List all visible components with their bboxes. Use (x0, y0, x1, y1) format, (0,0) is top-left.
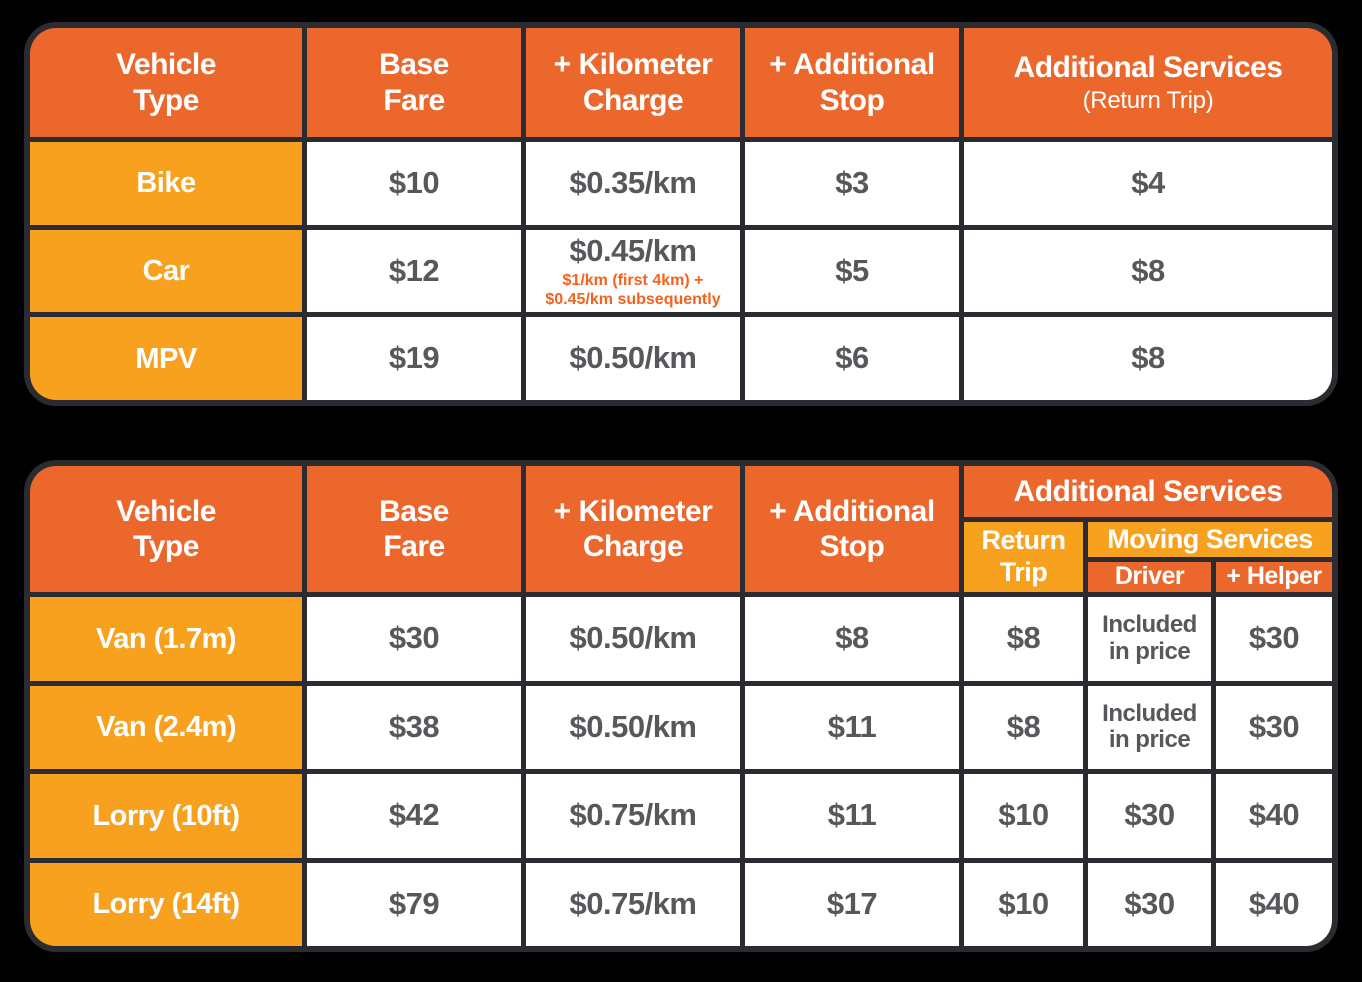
cell-van-1-7m-base-fare: $30 (307, 597, 521, 681)
header-additional-services: Additional Services (964, 466, 1332, 517)
cell-car-additional-stop: $5 (745, 229, 959, 313)
cell-lorry-14ft-base-fare: $79 (307, 862, 521, 946)
vans-lorries-table: Vehicle Type Base Fare + Kilometer Charg… (24, 460, 1338, 952)
header-vehicle-type: Vehicle Type (30, 466, 302, 592)
header-additional-stop: + Additional Stop (745, 466, 959, 592)
cell-mpv-base-fare: $19 (307, 317, 521, 400)
header-return-trip: Return Trip (964, 522, 1083, 592)
cell-van-1-7m-return-trip: $8 (964, 597, 1083, 681)
header-vehicle-type: Vehicle Type (30, 28, 302, 137)
cell-van-1-7m-driver: Included in price (1088, 597, 1211, 681)
cell-lorry-10ft-driver: $30 (1088, 774, 1211, 858)
header-base-fare: Base Fare (307, 28, 521, 137)
header-helper: + Helper (1216, 562, 1332, 592)
header-kilometer-charge: + Kilometer Charge (526, 466, 740, 592)
cell-lorry-14ft-additional-stop: $17 (745, 862, 959, 946)
cell-bike-additional-services: $4 (964, 142, 1332, 225)
row-label-mpv: MPV (30, 317, 302, 400)
cell-van-2-4m-km-charge: $0.50/km (526, 685, 740, 769)
row-label-van-2-4m: Van (2.4m) (30, 685, 302, 769)
row-label-lorry-14ft: Lorry (14ft) (30, 862, 302, 946)
cell-van-2-4m-additional-stop: $11 (745, 685, 959, 769)
cell-car-km-charge: $0.45/km $1/km (first 4km) + $0.45/km su… (526, 229, 740, 313)
header-moving-services: Moving Services (1088, 522, 1332, 557)
car-km-charge-note: $1/km (first 4km) + $0.45/km subsequentl… (545, 272, 721, 308)
cell-van-2-4m-base-fare: $38 (307, 685, 521, 769)
cell-car-base-fare: $12 (307, 229, 521, 313)
cell-van-1-7m-km-charge: $0.50/km (526, 597, 740, 681)
header-kilometer-charge: + Kilometer Charge (526, 28, 740, 137)
row-label-lorry-10ft: Lorry (10ft) (30, 774, 302, 858)
header-additional-services: Additional Services (Return Trip) (964, 28, 1332, 137)
cell-mpv-additional-stop: $6 (745, 317, 959, 400)
cell-van-1-7m-additional-stop: $8 (745, 597, 959, 681)
cell-lorry-10ft-return-trip: $10 (964, 774, 1083, 858)
cell-van-2-4m-return-trip: $8 (964, 685, 1083, 769)
cell-lorry-14ft-km-charge: $0.75/km (526, 862, 740, 946)
cell-van-2-4m-driver: Included in price (1088, 685, 1211, 769)
header-additional-stop: + Additional Stop (745, 28, 959, 137)
header-additional-services-title: Additional Services (1013, 50, 1283, 84)
cell-bike-km-charge: $0.35/km (526, 142, 740, 225)
cell-car-additional-services: $8 (964, 229, 1332, 313)
header-base-fare: Base Fare (307, 466, 521, 592)
cell-lorry-14ft-helper: $40 (1216, 862, 1332, 946)
cell-van-2-4m-helper: $30 (1216, 685, 1332, 769)
cell-mpv-km-charge: $0.50/km (526, 317, 740, 400)
cell-lorry-14ft-driver: $30 (1088, 862, 1211, 946)
row-label-bike: Bike (30, 142, 302, 225)
standard-vehicles-table: Vehicle Type Base Fare + Kilometer Charg… (24, 22, 1338, 406)
cell-lorry-14ft-return-trip: $10 (964, 862, 1083, 946)
row-label-car: Car (30, 229, 302, 313)
cell-lorry-10ft-km-charge: $0.75/km (526, 774, 740, 858)
cell-lorry-10ft-helper: $40 (1216, 774, 1332, 858)
cell-lorry-10ft-base-fare: $42 (307, 774, 521, 858)
car-km-charge-value: $0.45/km (569, 232, 698, 268)
cell-van-1-7m-helper: $30 (1216, 597, 1332, 681)
header-additional-services-subtitle: (Return Trip) (1082, 87, 1214, 115)
cell-lorry-10ft-additional-stop: $11 (745, 774, 959, 858)
header-driver: Driver (1088, 562, 1211, 592)
cell-mpv-additional-services: $8 (964, 317, 1332, 400)
row-label-van-1-7m: Van (1.7m) (30, 597, 302, 681)
cell-bike-additional-stop: $3 (745, 142, 959, 225)
cell-bike-base-fare: $10 (307, 142, 521, 225)
